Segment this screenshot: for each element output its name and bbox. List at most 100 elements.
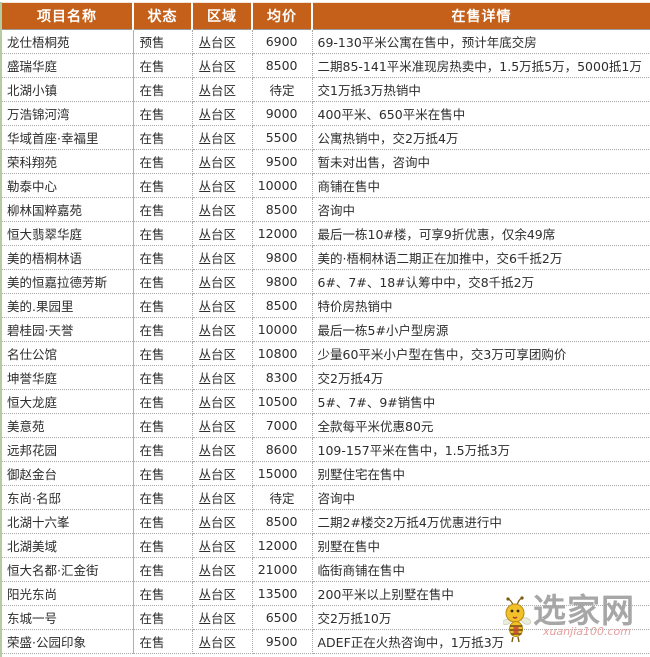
table-row: 阳光东尚 在售 丛台区 13500 200平米以上别墅在售中 [2,581,650,606]
price-cell: 9500 [252,149,313,174]
detail-cell: 特价房热销中 [312,293,650,318]
status-cell: 在售 [133,581,193,606]
detail-cell: 全款每平米优惠80元 [312,413,650,438]
header-status: 状态 [132,2,192,30]
table-row: 美的恒嘉拉德芳斯 在售 丛台区 9800 6#、7#、18#认筹中中，交8千抵2万 [2,269,650,294]
table-row: 北湖小镇 在售 丛台区 待定 交1万抵3万热销中 [2,77,650,102]
detail-cell: 交1万抵3万热销中 [312,77,650,102]
project-name-cell: 北湖美域 [2,533,134,558]
project-name-cell: 盛瑞华庭 [2,53,134,78]
status-cell: 在售 [133,605,193,630]
price-cell: 10500 [252,389,313,414]
detail-cell: 商铺在售中 [312,173,650,198]
region-cell: 丛台区 [192,317,253,342]
project-name-cell: 华域首座·幸福里 [2,125,134,150]
project-name-cell: 碧桂园·天誉 [2,317,134,342]
status-cell: 在售 [133,269,193,294]
header-avg-price: 均价 [251,2,312,30]
project-name-cell: 美的恒嘉拉德芳斯 [2,269,134,294]
project-name-cell: 坤誉华庭 [2,365,134,390]
status-cell: 在售 [133,149,193,174]
project-name-cell: 龙仕梧桐苑 [2,29,134,54]
detail-cell: 别墅住宅在售中 [312,461,650,486]
detail-cell: 交2万抵10万 [312,605,650,630]
region-cell: 丛台区 [192,197,253,222]
detail-cell: 5#、7#、9#销售中 [312,389,650,414]
table-body: 龙仕梧桐苑 预售 丛台区 6900 69-130平米公寓在售中，预计年底交房 盛瑞华庭 在售… [2,29,650,654]
table-row: 荣盛·公园印象 在售 丛台区 9500 ADEF正在火热咨询中，1万抵3万 [2,629,650,654]
detail-cell: 少量60平米小户型在售中，交3万可享团购价 [312,341,650,366]
region-cell: 丛台区 [192,509,253,534]
region-cell: 丛台区 [192,581,253,606]
status-cell: 在售 [133,125,193,150]
status-cell: 在售 [133,293,193,318]
price-cell: 13500 [252,581,313,606]
price-cell: 待定 [252,485,313,510]
price-cell: 10800 [252,341,313,366]
table-row: 盛瑞华庭 在售 丛台区 8500 二期85-141平米准现房热卖中，1.5万抵5万，50… [2,53,650,78]
project-name-cell: 东城一号 [2,605,134,630]
table-row: 柳林国粹嘉苑 在售 丛台区 8500 咨询中 [2,197,650,222]
detail-cell: 最后一栋10#楼，可享9折优惠，仅余49席 [312,221,650,246]
status-cell: 在售 [133,461,193,486]
price-cell: 5500 [252,125,313,150]
table-row: 碧桂园·天誉 在售 丛台区 10000 最后一栋5#小户型房源 [2,317,650,342]
region-cell: 丛台区 [192,413,253,438]
project-name-cell: 恒大名都·汇金街 [2,557,134,582]
detail-cell: 交2万抵4万 [312,365,650,390]
status-cell: 在售 [133,101,193,126]
project-name-cell: 荣盛·公园印象 [2,629,134,654]
table-row: 恒大名都·汇金街 在售 丛台区 21000 临街商铺在售中 [2,557,650,582]
project-name-cell: 柳林国粹嘉苑 [2,197,134,222]
table-row: 御赵金台 在售 丛台区 15000 别墅住宅在售中 [2,461,650,486]
price-cell: 8300 [252,365,313,390]
price-cell: 8600 [252,437,313,462]
price-cell: 9800 [252,245,313,270]
project-name-cell: 美的.果园里 [2,293,134,318]
status-cell: 在售 [133,557,193,582]
project-name-cell: 远邦花园 [2,437,134,462]
detail-cell: 咨询中 [312,197,650,222]
region-cell: 丛台区 [192,53,253,78]
project-name-cell: 北湖十六峯 [2,509,134,534]
price-cell: 9500 [252,629,313,654]
status-cell: 在售 [133,509,193,534]
detail-cell: 109-157平米在售中，1.5万抵3万 [312,437,650,462]
status-cell: 在售 [133,197,193,222]
project-name-cell: 北湖小镇 [2,77,134,102]
detail-cell: 公寓热销中，交2万抵4万 [312,125,650,150]
project-name-cell: 恒大龙庭 [2,389,134,414]
status-cell: 在售 [133,629,193,654]
detail-cell: 咨询中 [312,485,650,510]
detail-cell: 美的·梧桐林语二期正在加推中，交6千抵2万 [312,245,650,270]
table-row: 东尚·名邸 在售 丛台区 待定 咨询中 [2,485,650,510]
status-cell: 在售 [133,413,193,438]
region-cell: 丛台区 [192,293,253,318]
price-cell: 12000 [252,533,313,558]
region-cell: 丛台区 [192,533,253,558]
table-row: 名仕公馆 在售 丛台区 10800 少量60平米小户型在售中，交3万可享团购价 [2,341,650,366]
table-row: 恒大龙庭 在售 丛台区 10500 5#、7#、9#销售中 [2,389,650,414]
region-cell: 丛台区 [192,605,253,630]
table-row: 坤誉华庭 在售 丛台区 8300 交2万抵4万 [2,365,650,390]
region-cell: 丛台区 [192,269,253,294]
status-cell: 在售 [133,485,193,510]
region-cell: 丛台区 [192,485,253,510]
region-cell: 丛台区 [192,437,253,462]
region-cell: 丛台区 [192,29,253,54]
region-cell: 丛台区 [192,125,253,150]
table-row: 东城一号 在售 丛台区 6500 交2万抵10万 [2,605,650,630]
price-cell: 12000 [252,221,313,246]
table-row: 北湖十六峯 在售 丛台区 8500 二期2#楼交2万抵4万优惠进行中 [2,509,650,534]
status-cell: 在售 [133,365,193,390]
table-row: 北湖美域 在售 丛台区 12000 别墅在售中 [2,533,650,558]
status-cell: 在售 [133,533,193,558]
region-cell: 丛台区 [192,341,253,366]
project-name-cell: 东尚·名邸 [2,485,134,510]
header-sale-details: 在售详情 [311,2,650,30]
project-name-cell: 勒泰中心 [2,173,134,198]
region-cell: 丛台区 [192,557,253,582]
table-row: 远邦花园 在售 丛台区 8600 109-157平米在售中，1.5万抵3万 [2,437,650,462]
